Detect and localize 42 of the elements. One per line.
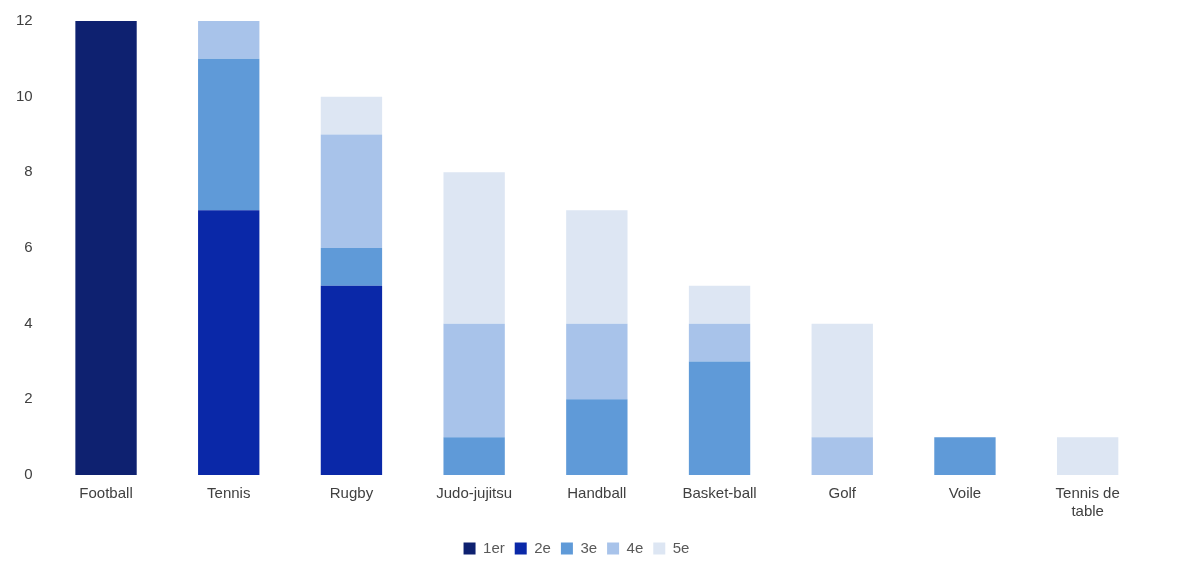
y-tick-label: 4 [24, 313, 33, 331]
bar [566, 210, 628, 324]
x-tick-label: Golf [828, 484, 857, 502]
bar [688, 285, 751, 324]
legend-label: 3e [580, 538, 598, 556]
y-tick-label: 6 [24, 238, 33, 256]
x-tick-label: Tennis [207, 484, 251, 502]
y-tick-label: 8 [24, 162, 33, 180]
bar [320, 134, 383, 248]
bar [443, 172, 505, 324]
bar [688, 361, 751, 475]
bar [443, 323, 505, 438]
bar [1056, 437, 1119, 475]
bar [566, 399, 628, 475]
bar [320, 96, 383, 135]
bar [811, 437, 873, 475]
bar [443, 437, 505, 475]
y-tick-label: 10 [16, 86, 33, 104]
y-tick-label: 0 [24, 465, 33, 483]
bar [320, 285, 383, 475]
bar [811, 323, 873, 438]
bar [566, 323, 628, 400]
x-tick-label: Basket-ball [682, 484, 757, 502]
x-tick-label: Football [79, 484, 133, 502]
bar [688, 323, 751, 362]
y-tick-label: 12 [16, 11, 33, 29]
x-tick-label: Voile [948, 484, 982, 502]
legend-label: 4e [626, 538, 644, 556]
legend-label: 1er [483, 538, 505, 556]
x-tick-label: Tennis de table [1055, 484, 1120, 520]
y-tick-label: 2 [24, 389, 33, 407]
legend-label: 2e [534, 538, 551, 556]
bar [320, 248, 383, 286]
bar [198, 21, 260, 59]
x-tick-label: Handball [567, 484, 627, 502]
bar [198, 210, 260, 475]
bar [934, 437, 996, 475]
bar [198, 58, 260, 211]
bar [75, 21, 137, 475]
x-tick-label: Rugby [329, 484, 374, 502]
legend-label: 5e [672, 538, 690, 556]
x-tick-label: Judo-jujitsu [436, 484, 513, 502]
